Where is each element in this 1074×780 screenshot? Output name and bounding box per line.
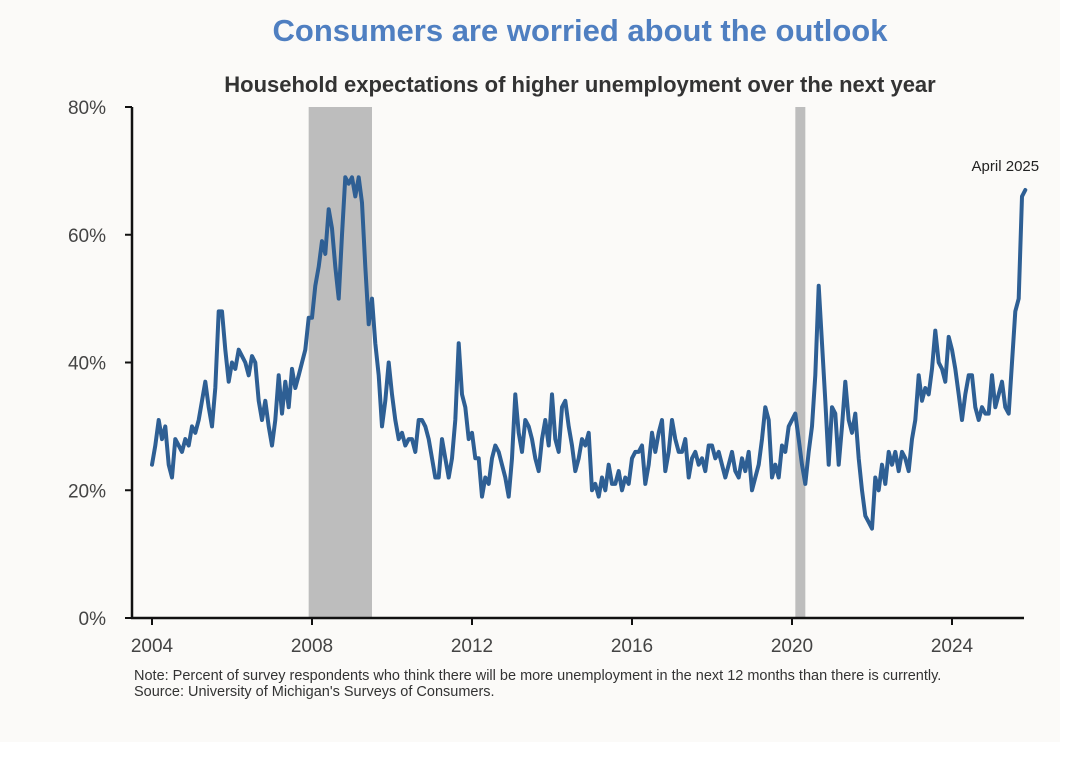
x-tick-label: 2020 <box>771 636 813 657</box>
x-tick-label: 2012 <box>451 636 493 657</box>
y-tick-label: 80% <box>68 98 106 119</box>
y-tick-label: 0% <box>79 609 107 630</box>
x-tick-label: 2004 <box>131 636 174 657</box>
y-tick-label: 60% <box>68 226 106 247</box>
chart-subtitle: Household expectations of higher unemplo… <box>224 72 936 97</box>
chart-panel: Consumers are worried about the outlook … <box>67 13 1040 700</box>
chart-note: Note: Percent of survey respondents who … <box>134 668 942 684</box>
series-line <box>150 175 1028 531</box>
y-tick-label: 40% <box>68 354 106 375</box>
chart-notes: Note: Percent of survey respondents who … <box>134 668 1034 700</box>
annotation-label: April 2025 <box>972 158 1040 175</box>
x-tick-label: 2016 <box>611 636 653 657</box>
x-tick-label: 2008 <box>291 636 333 657</box>
y-tick-label: 20% <box>68 481 106 502</box>
x-tick-label: 2024 <box>931 636 974 657</box>
line-chart: 0% 20% 40% 60% 80% 2004 2008 2012 2016 2020 2024 Ap… <box>68 98 1040 657</box>
chart-title: Consumers are worried about the outlook <box>272 13 888 48</box>
recession-band-2 <box>795 107 806 618</box>
recession-band-1 <box>308 107 372 618</box>
chart-source: Source: University of Michigan's Surveys… <box>134 684 495 700</box>
